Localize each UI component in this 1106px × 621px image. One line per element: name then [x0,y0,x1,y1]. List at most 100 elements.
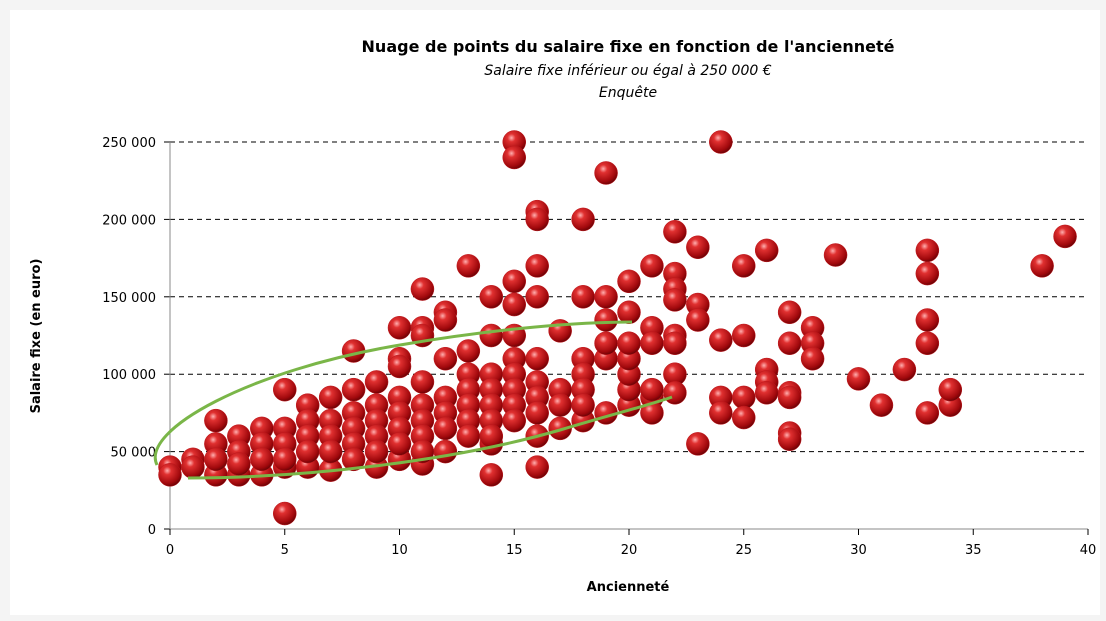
y-tick-label: 250 000 [102,136,156,151]
x-tick-label: 20 [621,543,638,558]
point [204,408,228,433]
point [663,288,687,312]
point [915,238,940,263]
point [433,416,458,441]
point [525,401,549,425]
point [915,308,940,332]
point [525,346,549,371]
point [709,328,733,352]
point [181,455,205,479]
point [571,393,595,417]
point [410,370,435,394]
point [571,285,595,309]
point [594,331,618,355]
point [777,385,802,410]
point [433,439,458,464]
point [709,130,733,154]
point [227,452,251,476]
point [732,385,756,410]
point [456,254,481,278]
point [410,277,435,301]
point [433,308,458,332]
point [456,339,481,363]
x-tick-label: 40 [1080,543,1097,558]
point [502,292,526,317]
point [479,463,504,487]
point [777,331,802,355]
point [617,300,641,325]
point [433,346,458,371]
x-axis-label: Ancienneté [587,580,670,595]
point [732,405,756,430]
point [502,408,526,433]
point [571,207,595,232]
point [640,377,664,402]
chart-title: Nuage de points du salaire fixe en fonct… [362,37,895,56]
point [754,238,779,263]
point [295,439,320,464]
point [479,285,504,309]
point [273,377,297,402]
point [663,381,687,405]
y-axis-label: Salaire fixe (en euro) [29,259,44,414]
point [158,463,182,487]
point [800,346,825,371]
y-tick-label: 150 000 [102,291,156,306]
point [318,439,343,464]
point [502,269,526,294]
point [479,323,504,348]
point [364,370,389,394]
point [387,316,412,340]
x-tick-label: 35 [965,543,982,558]
point [548,393,572,417]
point [915,261,940,286]
x-tick-label: 30 [850,543,867,558]
point [686,432,710,456]
point [525,254,549,278]
point [341,447,366,472]
point [617,331,641,355]
point [777,427,802,451]
chart-subtitle: Salaire fixe inférieur ou égal à 250 000… [484,63,771,79]
point [594,161,618,185]
point [1030,254,1054,278]
point [640,254,664,278]
point [846,367,871,391]
point [525,285,549,309]
point [915,331,940,355]
point [869,393,894,417]
point [686,308,710,332]
point [318,385,343,410]
point [250,447,274,472]
point [640,331,664,355]
point [594,308,618,332]
point [341,377,366,402]
chart-subtitle: Enquête [599,85,657,101]
point [456,424,481,448]
x-tick-label: 5 [281,543,289,558]
chart-background [10,10,1100,615]
point [364,439,389,464]
point [892,357,917,382]
point [686,235,710,260]
point [663,220,687,244]
point [387,432,412,456]
y-tick-label: 100 000 [102,368,156,383]
point [823,243,848,267]
x-tick-label: 15 [506,543,523,558]
point [1053,224,1077,249]
point [525,207,549,232]
x-tick-label: 10 [391,543,408,558]
point [617,269,641,294]
x-tick-label: 0 [166,543,174,558]
trend-ellipse [153,320,633,466]
point [709,401,733,425]
point [387,354,412,379]
x-tick-label: 25 [735,543,752,558]
point [273,501,297,526]
y-tick-label: 0 [148,523,156,538]
point [594,285,618,309]
trend-ellipse [187,395,673,480]
